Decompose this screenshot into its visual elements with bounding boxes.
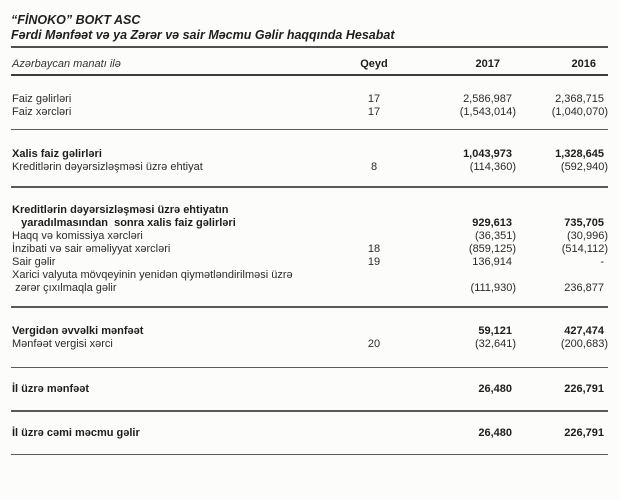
value-2016: (1,040,070) <box>551 105 608 118</box>
value-2016: 226,791 <box>564 426 604 439</box>
note-ref <box>336 148 412 161</box>
value-2016: (514,112) <box>561 242 608 255</box>
value-2016: 735,705 <box>564 216 604 229</box>
row-label: Kreditlərin dəyərsizləşməsi üzrə ehtiyat… <box>12 203 236 229</box>
row-label: Sair gəlir <box>12 255 56 268</box>
column-header-note: Qeyd <box>360 57 388 70</box>
note-ref: 19 <box>367 255 381 268</box>
table-row: Xalis faiz gəlirləri 1,043,973 1,328,645 <box>11 148 608 161</box>
table-row: Mənfəət vergisi xərci 20 (32,641) (200,683) <box>11 338 608 351</box>
table-row: Xarici valyuta mövqeyinin yenidən qiymət… <box>11 269 608 295</box>
value-2016: 2,368,715 <box>555 92 604 105</box>
value-2017: 26,480 <box>478 426 512 439</box>
section-divider <box>11 186 608 188</box>
column-header-currency: Azərbaycan manatı ilə <box>12 57 121 70</box>
note-ref: 18 <box>367 242 381 255</box>
value-2016: 427,474 <box>564 324 604 337</box>
table-row: Vergidən əvvəlki mənfəət 59,121 427,474 <box>11 325 608 338</box>
row-label: Faiz gəlirləri <box>12 92 72 105</box>
row-label: Kreditlərin dəyərsizləşməsi üzrə ehtiyat <box>12 161 203 174</box>
row-label: Haqq və komissiya xərcləri <box>12 229 143 242</box>
value-2016: - <box>600 255 604 268</box>
header-divider <box>11 46 608 48</box>
value-2016: (30,996) <box>567 229 608 242</box>
company-name: “FİNOKO” BOKT ASC <box>11 13 141 27</box>
row-label: Faiz xərcləri <box>12 105 72 118</box>
row-label: Xarici valyuta mövqeyinin yenidən qiymət… <box>12 268 293 294</box>
value-2017: (114,360) <box>469 161 516 174</box>
value-2017: (32,641) <box>475 337 516 350</box>
note-ref <box>336 217 412 230</box>
table-body: Faiz gəlirləri 17 2,586,987 2,368,715 Faiz x… <box>11 93 608 456</box>
row-label: İl üzrə cəmi məcmu gəlir <box>12 426 140 439</box>
row-label: İl üzrə mənfəət <box>12 383 90 396</box>
table-row: İl üzrə mənfəət 26,480 226,791 <box>11 383 608 396</box>
note-ref: 20 <box>367 337 381 350</box>
note-ref: 8 <box>370 161 378 174</box>
value-2017: (111,930) <box>470 281 516 294</box>
table-header-divider <box>11 73 608 76</box>
table-row: Faiz gəlirləri 17 2,586,987 2,368,715 <box>11 93 608 106</box>
table-row: Kreditlərin dəyərsizləşməsi üzrə ehtiyat… <box>11 161 608 174</box>
value-2017: 26,480 <box>478 383 512 396</box>
value-2016: (200,683) <box>560 337 608 350</box>
note-ref <box>336 230 412 243</box>
row-label: Xalis faiz gəlirləri <box>12 148 102 161</box>
table-row: İnzibati və sair əməliyyat xərcləri 18 (85… <box>11 243 608 256</box>
table-header-row: Azərbaycan manatı ilə Qeyd 2017 2016 <box>11 58 608 71</box>
row-label: Mənfəət vergisi xərci <box>12 337 113 350</box>
note-ref <box>336 383 412 396</box>
row-label: Vergidən əvvəlki mənfəət <box>12 324 144 337</box>
section-divider <box>11 453 608 456</box>
table-row: Kreditlərin dəyərsizləşməsi üzrə ehtiyat… <box>11 204 608 230</box>
note-ref: 17 <box>367 105 381 118</box>
table-row: İl üzrə cəmi məcmu gəlir 26,480 226,791 <box>11 427 608 440</box>
value-2016: 1,328,645 <box>555 148 604 161</box>
statement-title: Fərdi Mənfəət və ya Zərər və sair Məcmu … <box>11 28 395 42</box>
value-2016: 236,877 <box>564 281 604 294</box>
row-label: İnzibati və sair əməliyyat xərcləri <box>12 242 171 255</box>
column-header-2017: 2017 <box>475 57 500 70</box>
note-ref <box>336 282 412 295</box>
value-2017: (1,543,014) <box>459 105 516 118</box>
section-divider <box>11 410 608 412</box>
value-2016: (592,940) <box>560 161 608 174</box>
value-2017: 1,043,973 <box>463 148 512 161</box>
value-2017: 929,613 <box>472 216 512 229</box>
note-ref: 17 <box>367 92 381 105</box>
table-row: Sair gəlir 19 136,914 - <box>11 256 608 269</box>
note-ref <box>336 325 412 338</box>
section-divider <box>11 128 608 131</box>
value-2017: 2,586,987 <box>463 92 512 105</box>
table-row: Haqq və komissiya xərcləri (36,351) (30,99… <box>11 230 608 243</box>
value-2017: (859,125) <box>468 242 516 255</box>
section-divider <box>11 305 608 308</box>
value-2017: 136,914 <box>472 255 512 268</box>
note-ref <box>336 427 412 440</box>
value-2017: (36,351) <box>475 229 516 242</box>
value-2016: 226,791 <box>564 383 604 396</box>
table-row: Faiz xərcləri 17 (1,543,014) (1,040,070) <box>11 106 608 119</box>
column-header-2016: 2016 <box>571 57 596 70</box>
value-2017: 59,121 <box>478 324 512 337</box>
section-divider <box>11 366 608 369</box>
